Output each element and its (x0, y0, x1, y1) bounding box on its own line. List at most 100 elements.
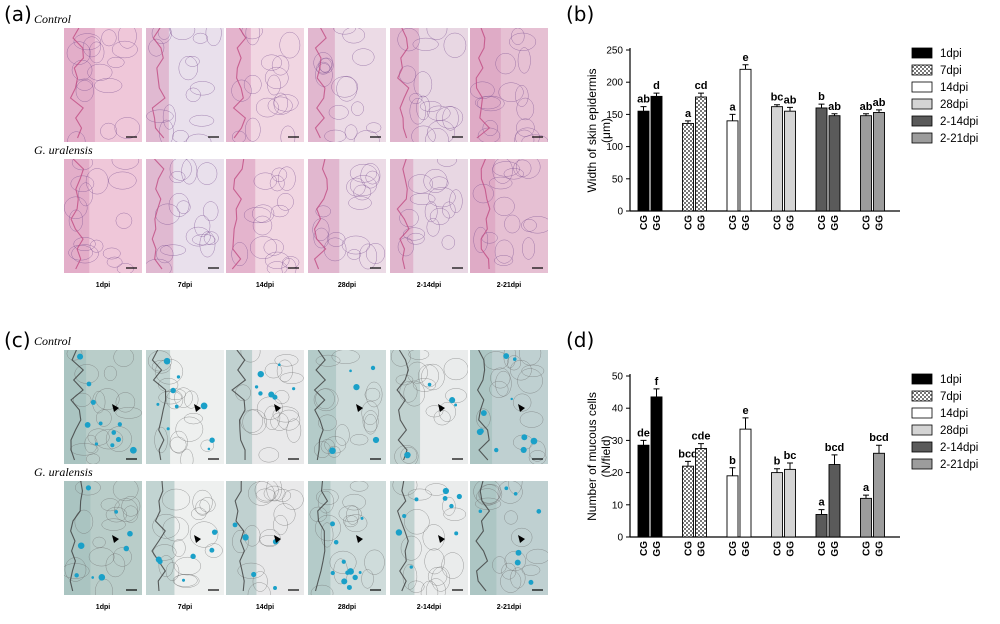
panel-a-label: (a) (4, 2, 32, 26)
column-label-7dpi: 7dpi (177, 282, 193, 289)
micrograph-c-treatment-2-21dpi (470, 481, 548, 595)
micrograph-c-control-2-21dpi (470, 350, 548, 464)
micrograph-c-control-7dpi (146, 350, 224, 464)
x-tick-label: CG (684, 541, 695, 556)
micrograph-a-control-7dpi (146, 28, 224, 142)
legend-label-2-14dpi: 2-14dpi (940, 442, 978, 454)
legend-label-1dpi: 1dpi (940, 374, 962, 386)
significance-letter: ab (860, 101, 873, 113)
significance-letter: bcd (825, 442, 845, 454)
bar-14dpi-CG (726, 475, 739, 538)
bar-2-14dpi-GG (828, 464, 841, 538)
y-tick-label: 0 (617, 207, 623, 218)
legend-swatch-14dpi (911, 407, 933, 419)
y-tick-label: 10 (612, 500, 624, 511)
legend-swatch-28dpi (911, 98, 933, 110)
bar-1dpi-CG (637, 444, 650, 538)
legend-label-7dpi: 7dpi (940, 65, 962, 77)
y-axis-label: Number of mucous cells(N/field) (585, 392, 613, 521)
significance-letter: cd (695, 80, 708, 92)
micrograph-a-treatment-2-21dpi (470, 159, 548, 273)
legend-swatch-1dpi (911, 47, 933, 59)
error-bar (685, 120, 691, 124)
column-label-2-14dpi: 2-14dpi (416, 282, 442, 289)
micrograph-a-treatment-28dpi (308, 159, 386, 273)
error-bar (685, 460, 691, 467)
significance-letter: bcd (678, 448, 698, 460)
significance-letter: ab (784, 94, 797, 106)
micrograph-a-control-1dpi (64, 28, 142, 142)
x-tick-label: CG (639, 215, 650, 230)
column-label-14dpi: 14dpi (255, 282, 275, 289)
bar-28dpi-CG (771, 472, 783, 538)
significance-letter: a (729, 101, 736, 113)
panel-c-control-label: Control (34, 334, 71, 348)
x-tick-label: GG (697, 541, 708, 557)
micrograph-a-treatment-1dpi (64, 159, 142, 273)
significance-letter: f (655, 376, 659, 388)
bar-2-14dpi-GG (828, 115, 841, 212)
y-axis-label: Width of skin epidermis(μm) (585, 68, 613, 192)
legend-label-1dpi: 1dpi (940, 48, 962, 60)
bar-7dpi-GG (695, 96, 707, 212)
bar-2-14dpi-CG (815, 514, 828, 538)
y-tick-label: 0 (617, 533, 623, 544)
significance-letter: e (742, 405, 748, 417)
column-label-7dpi: 7dpi (177, 604, 193, 611)
significance-letter: bc (771, 92, 784, 104)
legend-swatch-14dpi (911, 81, 933, 93)
significance-letter: cde (692, 431, 711, 443)
chart-d-svg: Number of mucous cells(N/field) 0 10 20 30 40… (585, 372, 978, 557)
column-label-28dpi: 28dpi (337, 604, 357, 611)
error-bar (729, 467, 736, 476)
x-tick-label: CG (817, 215, 828, 230)
legend-label-2-21dpi: 2-21dpi (940, 133, 978, 145)
error-bar (863, 494, 869, 499)
chart-b-epidermis-width: Width of skin epidermis(μm) 0 50 100 150 200 2… (580, 38, 995, 238)
error-bar (818, 509, 825, 515)
bar-28dpi-GG (784, 468, 796, 538)
legend-swatch-7dpi (911, 390, 933, 402)
x-tick-label: GG (786, 541, 797, 557)
x-tick-label: CG (773, 215, 784, 230)
panel-a-control-label: Control (34, 12, 71, 26)
significance-letter: de (637, 427, 650, 439)
column-label-1dpi: 1dpi (95, 604, 111, 611)
panel-a-treatment-label: G. uralensis (34, 143, 93, 157)
y-tick-label: 20 (612, 468, 624, 479)
bar-14dpi-GG (739, 428, 752, 538)
significance-letter: b (818, 91, 825, 103)
panel-b-label: (b) (566, 2, 595, 26)
legend-swatch-2-21dpi (911, 132, 933, 144)
error-bar (640, 439, 647, 446)
y-tick-label: 250 (606, 46, 623, 57)
legend-swatch-2-14dpi (911, 441, 933, 453)
column-label-14dpi: 14dpi (255, 604, 275, 611)
error-bar (876, 109, 882, 113)
x-tick-label: CG (639, 541, 650, 556)
significance-letter: ab (828, 101, 841, 113)
micrograph-a-control-2-21dpi (470, 28, 548, 142)
bar-7dpi-CG (682, 465, 694, 538)
y-tick-label: 100 (606, 142, 623, 153)
column-label-2-14dpi: 2-14dpi (416, 604, 442, 611)
y-tick-label: 50 (612, 372, 624, 383)
legend-swatch-1dpi (911, 373, 933, 385)
error-bar (640, 106, 647, 112)
x-tick-label: GG (741, 541, 752, 557)
chart-b-svg: Width of skin epidermis(μm) 0 50 100 150 200 2… (585, 46, 978, 231)
micrograph-a-treatment-2-14dpi (390, 159, 468, 273)
y-tick-label: 150 (606, 110, 623, 121)
panel-c-treatment-label: G. uralensis (34, 465, 93, 479)
bar-2-21dpi-CG (860, 497, 872, 538)
micrograph-c-control-14dpi (226, 350, 304, 464)
legend-label-14dpi: 14dpi (940, 408, 968, 420)
x-tick-label: CG (773, 541, 784, 556)
legend-label-28dpi: 28dpi (940, 99, 968, 111)
column-label-1dpi: 1dpi (95, 282, 111, 289)
legend-swatch-2-21dpi (911, 458, 933, 470)
micrograph-a-control-2-14dpi (390, 28, 468, 142)
x-tick-label: GG (830, 541, 841, 557)
error-bar (818, 103, 825, 108)
bar-2-21dpi-GG (873, 112, 885, 212)
